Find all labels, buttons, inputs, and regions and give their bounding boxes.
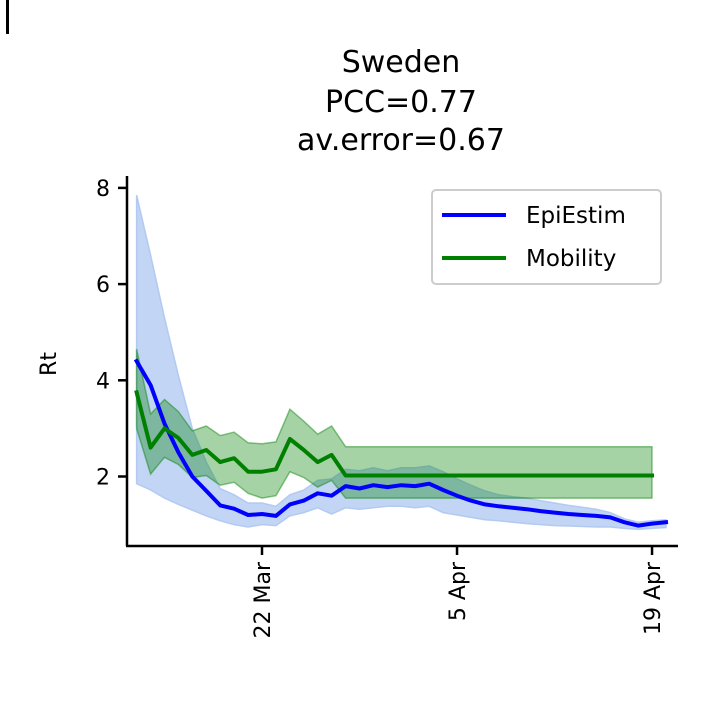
x-ticks: 22 Mar 5 Apr 19 Apr [251, 546, 666, 639]
title-line-1: Sweden [342, 45, 461, 80]
y-tick-label-6: 6 [96, 273, 110, 298]
y-ticks: 2 4 6 8 [96, 177, 127, 491]
legend: EpiEstim Mobility [431, 189, 662, 285]
y-tick-label-4: 4 [96, 369, 110, 394]
chart-title: Sweden PCC=0.77 av.error=0.67 [297, 45, 505, 158]
title-line-2: PCC=0.77 [325, 85, 477, 120]
title-line-3: av.error=0.67 [297, 123, 505, 158]
x-tick-label-19-apr: 19 Apr [641, 561, 666, 635]
y-axis-label: Rt [37, 352, 62, 376]
legend-label-epiestim: EpiEstim [526, 203, 626, 229]
line-epiestim [133, 358, 669, 528]
corner-mark [6, 0, 9, 34]
band-mobility [135, 348, 653, 499]
y-tick-label-2: 2 [96, 466, 110, 491]
x-tick-label-5-apr: 5 Apr [446, 561, 471, 621]
legend-label-mobility: Mobility [526, 246, 616, 272]
y-tick-label-8: 8 [96, 177, 110, 202]
confidence-bands [135, 194, 667, 531]
series-lines [133, 358, 669, 528]
line-mobility [134, 389, 654, 478]
band-epiestim [135, 194, 667, 531]
x-tick-label-22-mar: 22 Mar [251, 561, 276, 638]
